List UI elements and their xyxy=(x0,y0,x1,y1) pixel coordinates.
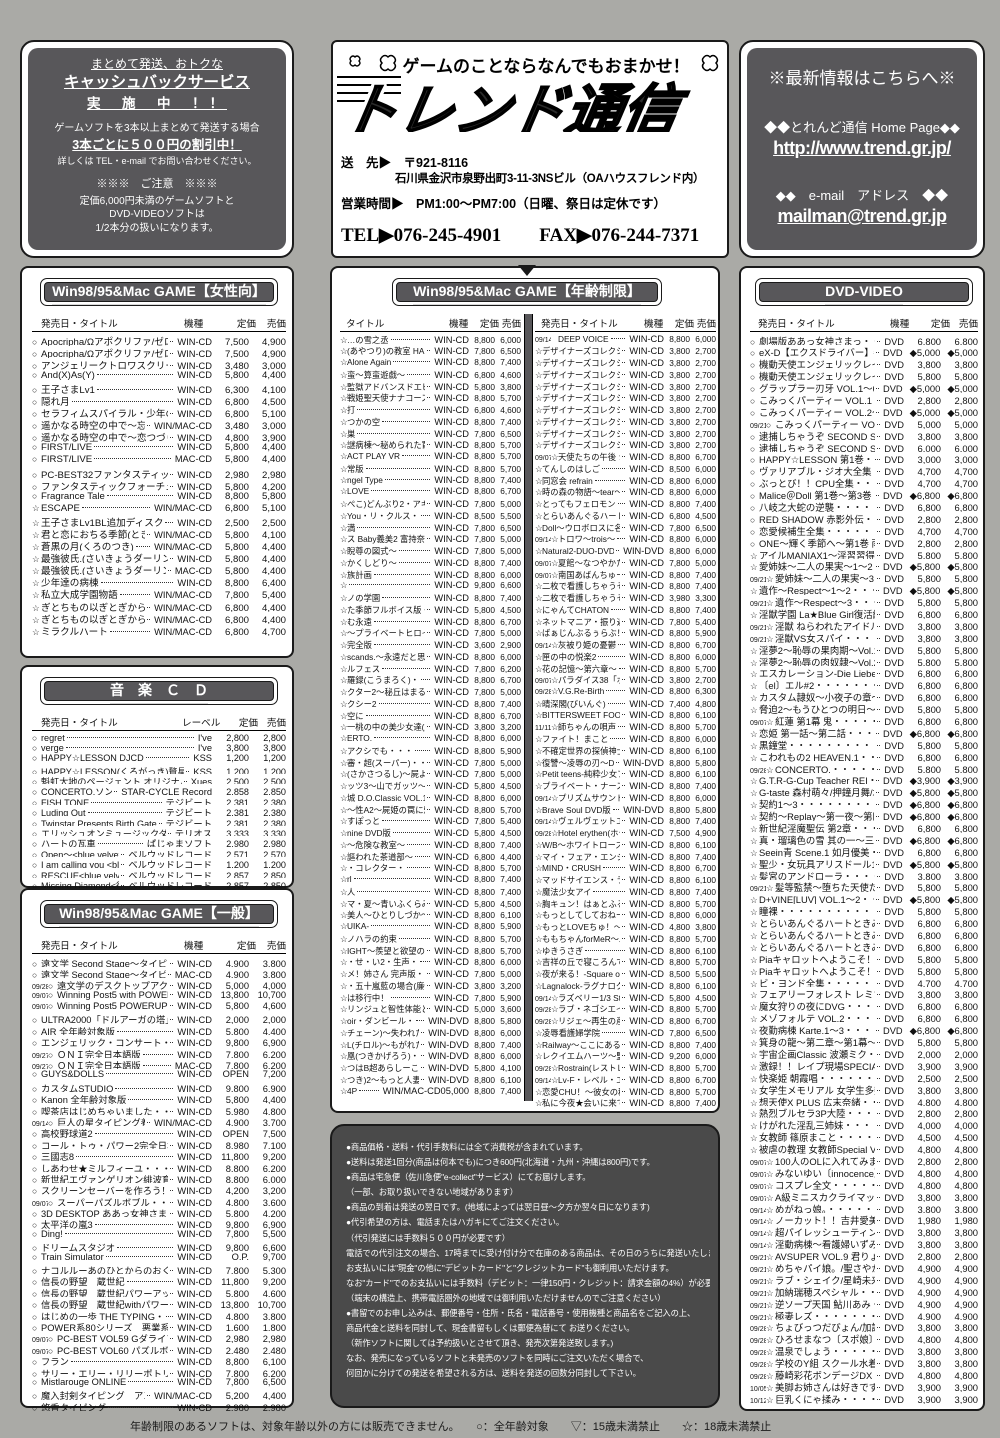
svg-text:トレンド通信: トレンド通信 xyxy=(351,79,692,132)
